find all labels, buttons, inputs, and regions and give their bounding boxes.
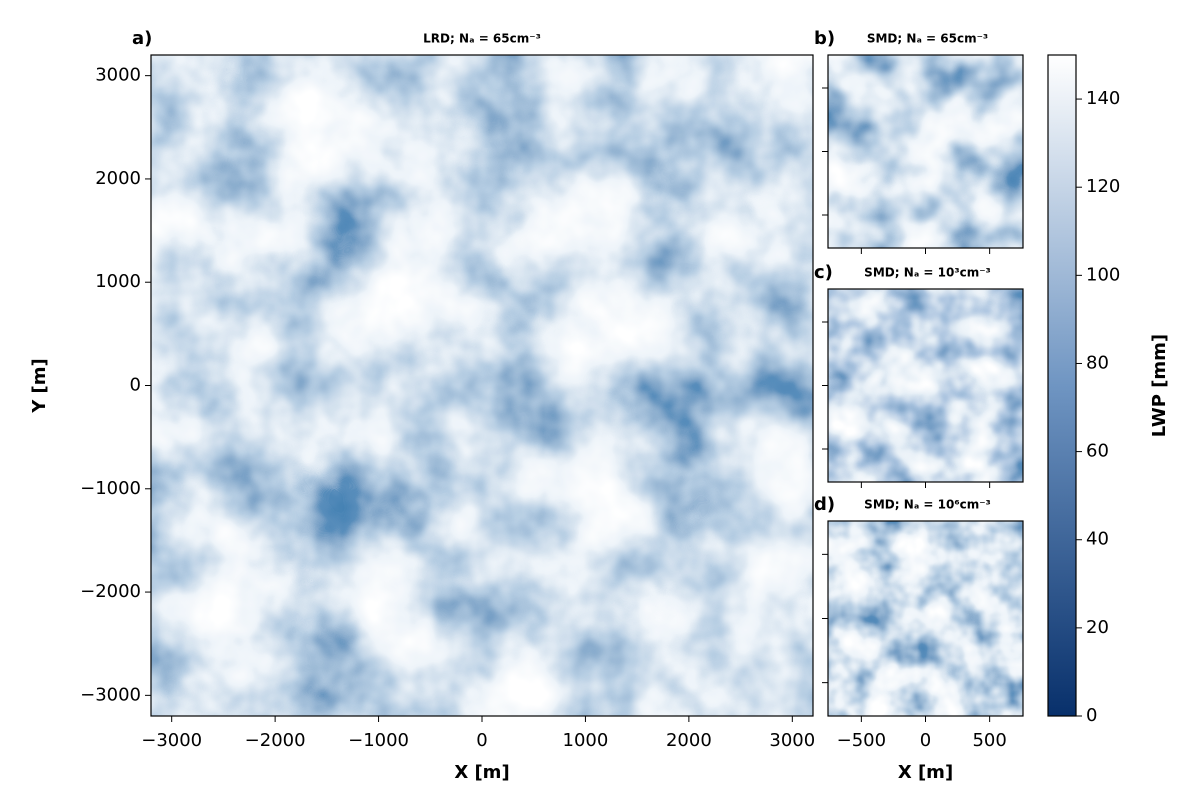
panel-title: SMD; Nₐ = 10³cm⁻³ <box>864 266 991 280</box>
x-axis-label: X [m] <box>454 762 509 783</box>
x-tick-label: −2000 <box>245 730 306 751</box>
panel-title: LRD; Nₐ = 65cm⁻³ <box>423 32 541 46</box>
panel-title: SMD; Nₐ = 65cm⁻³ <box>867 32 988 46</box>
colorbar-tick-label: 40 <box>1086 529 1109 550</box>
x-tick-label: 3000 <box>769 730 815 751</box>
colorbar-tick-label: 0 <box>1086 705 1097 726</box>
panel-label: c) <box>814 262 833 283</box>
colorbar-tick-label: 100 <box>1086 264 1120 285</box>
panel-title: SMD; Nₐ = 10⁶cm⁻³ <box>864 498 991 512</box>
y-tick-label: 1000 <box>95 271 141 292</box>
colorbar-tick-label: 80 <box>1086 352 1109 373</box>
y-tick-label: −1000 <box>80 478 141 499</box>
y-tick-label: 2000 <box>95 168 141 189</box>
colorbar-tick-label: 20 <box>1086 617 1109 638</box>
heatmap <box>828 289 1023 482</box>
colorbar-tick-label: 120 <box>1086 176 1120 197</box>
colorbar <box>1047 54 1077 717</box>
x-tick-label: 1000 <box>563 730 609 751</box>
heatmap <box>151 55 813 716</box>
panel-label: a) <box>132 28 152 49</box>
heatmap <box>828 521 1023 716</box>
y-tick-label: −3000 <box>80 684 141 705</box>
x-tick-label: −500 <box>837 730 886 751</box>
panel-label: b) <box>814 28 835 49</box>
y-tick-label: 3000 <box>95 65 141 86</box>
x-tick-label: 0 <box>920 730 931 751</box>
x-tick-label: 500 <box>972 730 1006 751</box>
y-tick-label: 0 <box>130 375 141 396</box>
colorbar-tick-label: 140 <box>1086 88 1120 109</box>
x-tick-label: 2000 <box>666 730 712 751</box>
colorbar-label: LWP [mm] <box>1149 334 1170 437</box>
x-axis-label: X [m] <box>898 762 953 783</box>
heatmap <box>828 55 1023 248</box>
colorbar-tick-label: 60 <box>1086 441 1109 462</box>
x-tick-label: −1000 <box>348 730 409 751</box>
x-tick-label: −3000 <box>141 730 202 751</box>
panel-label: d) <box>814 494 835 515</box>
y-tick-label: −2000 <box>80 581 141 602</box>
x-tick-label: 0 <box>476 730 487 751</box>
y-axis-label: Y [m] <box>29 358 50 414</box>
